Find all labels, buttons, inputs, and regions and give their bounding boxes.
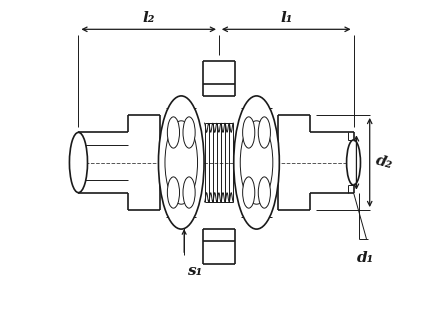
Text: l₁: l₁	[280, 11, 292, 25]
Ellipse shape	[159, 96, 204, 229]
Ellipse shape	[240, 121, 273, 204]
Ellipse shape	[165, 121, 197, 204]
Text: s₁: s₁	[187, 264, 203, 278]
Text: l₂: l₂	[143, 11, 155, 25]
Ellipse shape	[167, 177, 180, 208]
Ellipse shape	[70, 132, 88, 193]
Ellipse shape	[258, 117, 270, 148]
Ellipse shape	[183, 177, 195, 208]
Ellipse shape	[243, 177, 255, 208]
Ellipse shape	[183, 117, 195, 148]
Ellipse shape	[167, 117, 180, 148]
Ellipse shape	[234, 96, 280, 229]
Ellipse shape	[346, 140, 360, 185]
Text: d₂: d₂	[374, 153, 394, 172]
Ellipse shape	[258, 177, 270, 208]
Ellipse shape	[243, 117, 255, 148]
Text: d₁: d₁	[356, 251, 374, 265]
